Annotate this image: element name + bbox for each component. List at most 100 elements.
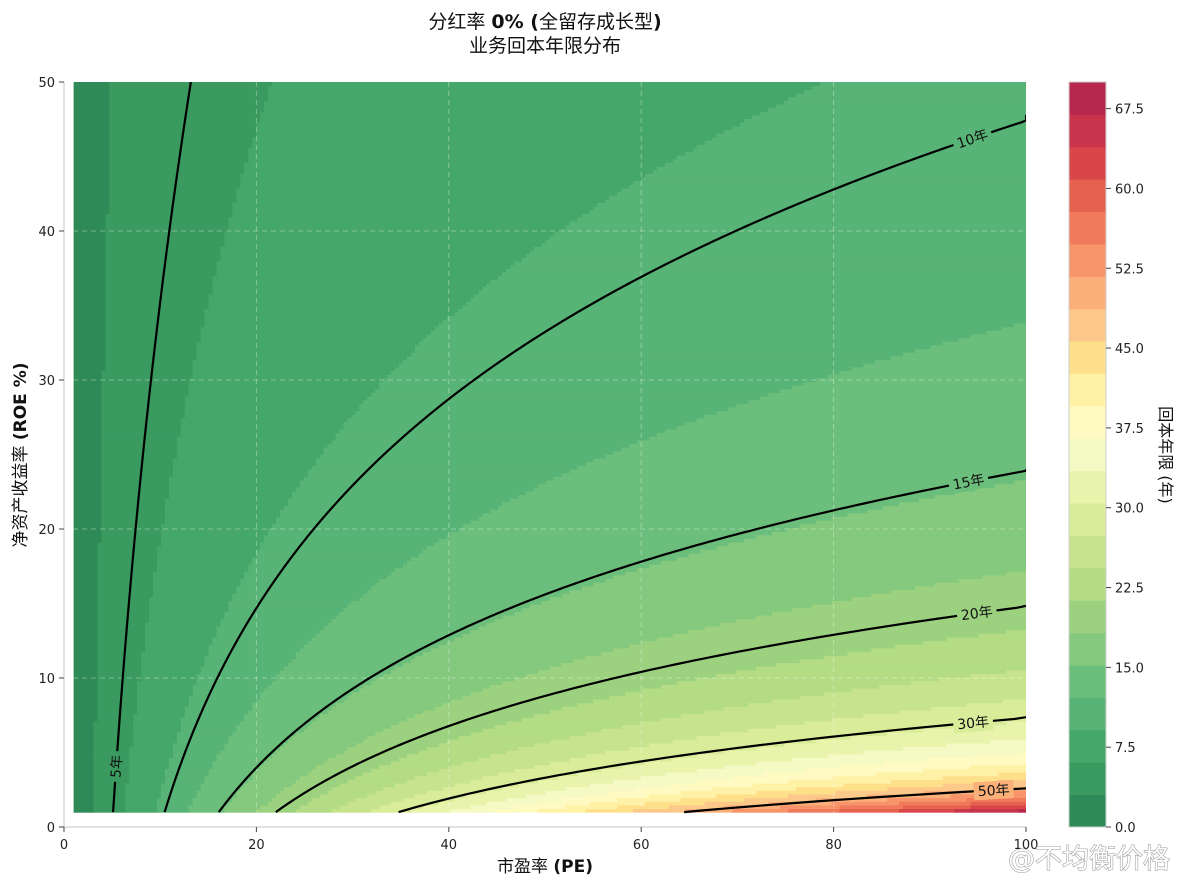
contour-band-cell	[156, 804, 190, 810]
contour-label-gap	[950, 123, 995, 154]
contour-band-cell	[192, 691, 261, 696]
contour-band-cell	[891, 355, 1026, 361]
contour-band-cell	[962, 724, 1026, 729]
contour-line	[398, 716, 1026, 814]
contour-band-cell	[137, 698, 190, 704]
contour-band-cell	[109, 206, 233, 211]
contour-band-cell	[105, 352, 198, 357]
colorbar-segment	[1069, 503, 1106, 536]
contour-band-cell	[160, 531, 269, 536]
contour-band-cell	[307, 472, 563, 477]
contour-band-cell	[149, 618, 222, 623]
contour-band-cell	[93, 790, 126, 795]
contour-band-cell	[359, 596, 551, 601]
contour-band-cell	[73, 614, 99, 620]
contour-band-cell	[295, 731, 376, 737]
contour-band-cell	[133, 739, 178, 744]
contour-band-cell	[434, 326, 1003, 331]
contour-band-cell	[835, 790, 924, 795]
contour-label-text: 20年	[960, 604, 994, 624]
contour-band-cell	[268, 684, 364, 689]
contour-band-cell	[73, 125, 110, 131]
contour-band-cell	[73, 541, 99, 547]
contour-label-text: 15年	[952, 472, 986, 494]
contour-band-cell	[129, 757, 170, 762]
contour-band-cell	[371, 808, 412, 813]
contour-band-cell	[152, 574, 245, 580]
contour-band-cell	[141, 666, 202, 671]
contour-band-cell	[283, 742, 356, 747]
contour-band-cell	[676, 556, 1026, 561]
contour-band-cell	[192, 366, 396, 371]
contour-label-20: 20年	[955, 601, 998, 625]
contour-band-cell	[704, 625, 1026, 631]
contour-band-cell	[160, 534, 265, 539]
contour-band-cell	[192, 370, 392, 375]
contour-band-cell	[97, 658, 142, 664]
contour-band-cell	[268, 96, 789, 101]
contour-band-cell	[73, 523, 102, 528]
contour-band-cell	[561, 593, 872, 598]
contour-band-cell	[946, 742, 1026, 747]
contour-band-cell	[73, 552, 99, 558]
contour-band-cell	[248, 155, 678, 160]
contour-band-cell	[514, 768, 602, 773]
contour-band-cell	[414, 348, 916, 353]
contour-band-cell	[97, 596, 150, 601]
contour-band-cell	[272, 753, 337, 758]
contour-band-cell	[260, 111, 761, 116]
contour-band-cell	[73, 428, 102, 434]
contour-band-cell	[264, 687, 360, 693]
contour-band-cell	[704, 414, 1026, 419]
contour-band-cell	[605, 198, 1026, 204]
contour-band-cell	[105, 275, 214, 280]
contour-band-cell	[283, 505, 499, 510]
contour-band-cell	[264, 103, 777, 109]
contour-band-cell	[391, 760, 464, 766]
contour-band-cell	[438, 742, 535, 747]
contour-band-cell	[268, 757, 329, 762]
contour-band-cell	[621, 187, 1026, 193]
contour-band-cell	[291, 494, 519, 499]
contour-band-cell	[704, 801, 769, 806]
contour-band-cell	[299, 483, 539, 488]
contour-band-cell	[73, 746, 95, 751]
contour-band-cell	[73, 432, 102, 437]
contour-band-cell	[228, 735, 293, 740]
contour-band-cell	[149, 600, 229, 605]
contour-band-cell	[621, 447, 1026, 452]
contour-band-cell	[97, 687, 138, 693]
contour-band-cell	[414, 793, 468, 799]
contour-band-cell	[787, 779, 892, 784]
contour-band-cell	[276, 520, 472, 525]
contour-band-cell	[97, 709, 138, 715]
contour-band-cell	[105, 279, 214, 284]
contour-band-cell	[93, 724, 134, 729]
contour-band-cell	[160, 786, 202, 791]
contour-band-cell	[73, 155, 110, 160]
contour-band-cell	[73, 246, 106, 251]
contour-band-cell	[335, 432, 658, 437]
contour-band-cell	[958, 578, 1026, 583]
contour-band-cell	[779, 388, 1026, 393]
contour-band-cell	[224, 804, 261, 810]
contour-band-cell	[339, 428, 666, 434]
contour-band-cell	[101, 392, 190, 397]
contour-band-cell	[498, 275, 1026, 280]
contour-band-cell	[216, 268, 507, 273]
contour-band-cell	[272, 82, 821, 87]
contour-band-cell	[787, 808, 841, 813]
contour-band-cell	[73, 330, 106, 335]
contour-band-cell	[323, 450, 614, 455]
contour-band-cell	[93, 739, 134, 744]
contour-band-cell	[164, 512, 281, 518]
contour-band-cell	[73, 596, 99, 601]
y-tick-label: 50	[38, 76, 55, 91]
contour-band-cell	[414, 775, 483, 780]
contour-band-cell	[724, 750, 864, 755]
contour-band-cell	[105, 359, 194, 364]
contour-band-cell	[101, 377, 190, 382]
contour-band-cell	[323, 625, 479, 631]
colorbar-segment	[1069, 632, 1106, 666]
contour-band-cell	[133, 724, 182, 729]
